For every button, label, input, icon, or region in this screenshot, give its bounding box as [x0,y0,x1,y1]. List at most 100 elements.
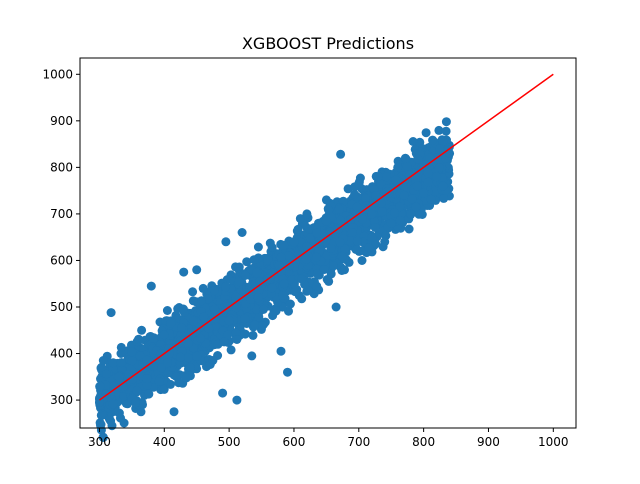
scatter-point [144,389,154,399]
scatter-point [95,397,104,407]
scatter-point [391,175,401,185]
scatter-point [413,154,423,164]
scatter-point [241,288,251,298]
scatter-point [371,191,380,200]
x-tick-label: 600 [283,435,306,449]
scatter-point [324,276,334,286]
scatter-point [188,316,198,326]
scatter-point [204,323,214,333]
scatter-point [432,172,442,182]
scatter-point [177,323,187,333]
x-tick-label: 700 [347,435,370,449]
scatter-point [367,233,377,242]
scatter-point [102,369,111,379]
scatter-point [438,136,448,146]
scatter-point [210,286,219,296]
y-tick-label: 600 [50,253,73,267]
scatter-point [248,330,258,340]
scatter-point [254,312,264,322]
scatter-point [219,337,229,347]
scatter-point [371,239,381,249]
scatter-point [196,333,205,343]
scatter-point [352,236,362,246]
scatter-point [434,125,444,135]
scatter-point [319,265,329,274]
scatter-point [284,261,294,271]
scatter-point [178,304,188,314]
scatter-point [246,294,256,304]
scatter-point [166,318,176,328]
scatter-point [279,279,289,289]
scatter-point [283,367,292,377]
scatter-point [336,215,345,225]
scatter-point [114,372,124,382]
scatter-point [132,386,142,396]
scatter-point [421,128,431,138]
scatter-point [116,358,126,368]
scatter-point [412,181,422,191]
scatter-point [106,308,116,318]
scatter-point [142,374,152,384]
y-tick-label: 800 [50,160,73,174]
scatter-point [268,311,278,321]
scatter-point [174,378,184,388]
scatter-point [131,398,140,408]
plot-frame [79,57,577,429]
scatter-point [154,377,164,386]
scatter-point [240,314,250,324]
scatter-point [407,194,417,204]
y-tick-label: 700 [50,207,73,221]
scatter-point [106,416,116,426]
scatter-point [237,228,247,237]
scatter-point [249,255,259,265]
scatter-point [181,373,191,383]
scatter-point [267,243,277,252]
scatter-point [240,329,250,339]
y-tick-label: 1000 [42,67,73,81]
scatter-point [382,187,392,197]
x-tick-label: 400 [153,435,176,449]
scatter-point [331,302,341,312]
chart-title: XGBOOST Predictions [242,34,414,53]
scatter-point [393,162,403,172]
scatter-point [232,335,242,344]
scatter-point [395,215,405,225]
scatter-point [301,254,311,264]
scatter-point [441,126,451,136]
scatter-point [276,346,286,356]
scatter-point [423,177,433,187]
scatter-point [312,269,322,279]
scatter-point [127,356,137,366]
scatter-point [419,188,429,198]
scatter-point [357,256,367,265]
scatter-point [279,240,289,250]
scatter-point [376,179,386,189]
scatter-point [192,351,202,361]
scatter-point [218,388,228,398]
scatter-point [210,314,220,324]
scatter-point [199,312,209,322]
scatter-point [381,172,391,182]
scatter-point [247,351,257,361]
scatter-point [98,433,108,442]
scatter-point [197,296,206,306]
scatter-point [252,304,262,314]
scatter-point [232,303,241,313]
scatter-point [370,223,380,232]
scatter-point [95,381,105,391]
scatter-point [242,257,252,267]
scatter-point [108,399,118,409]
reference-line [99,73,554,401]
scatter-point [258,321,267,331]
x-tick-label: 300 [88,435,111,449]
scatter-point [210,304,220,314]
scatter-point [162,306,172,315]
scatter-point [156,349,166,358]
scatter-point [376,198,386,208]
scatter-point [326,269,336,279]
scatter-point [183,353,193,363]
scatter-point [97,362,107,372]
scatter-point [134,334,144,344]
scatter-point [329,261,338,271]
scatter-point [354,179,364,189]
